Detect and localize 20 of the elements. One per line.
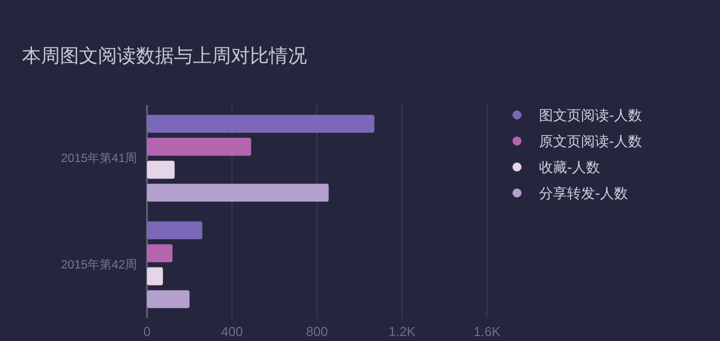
x-tick-label: 1.2K (388, 324, 416, 340)
x-tick-label: 1.6K (474, 324, 501, 340)
x-tick-label: 800 (306, 324, 328, 340)
chart-title: 本周图文阅读数据与上周对比情况 (22, 45, 307, 67)
x-tick-label: 400 (221, 324, 243, 340)
legend-label: 分享转发-人数 (539, 186, 628, 202)
bar (147, 160, 175, 179)
bar (147, 267, 163, 286)
bar (147, 114, 374, 133)
bar (147, 221, 202, 240)
bar (147, 290, 190, 308)
legend-label: 原文页阅读-人数 (539, 134, 642, 150)
x-tick-label: 0 (143, 324, 151, 340)
legend-label: 收藏-人数 (539, 160, 600, 176)
bar (147, 138, 252, 156)
legend-label: 图文页阅读-人数 (539, 108, 642, 124)
bar (147, 184, 329, 202)
y-tick-label: 2015年第41周 (60, 151, 137, 166)
bar (147, 244, 172, 262)
y-tick-label: 2015年第42周 (60, 258, 137, 272)
